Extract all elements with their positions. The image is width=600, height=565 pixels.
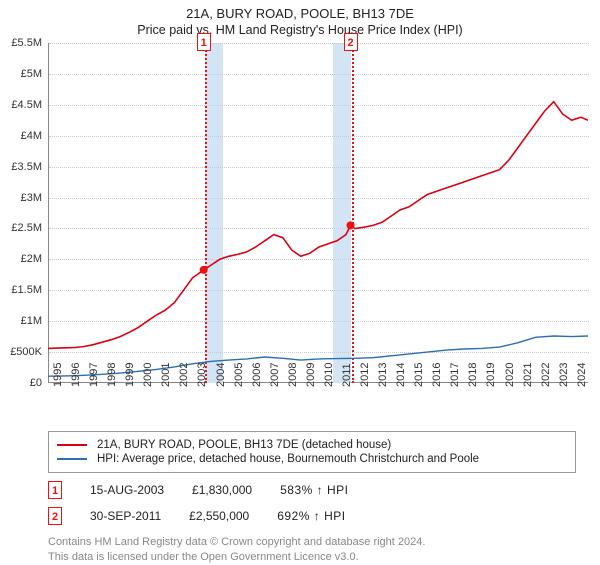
sale-entry-1: 1 15-AUG-2003 £1,830,000 583% ↑ HPI — [48, 481, 600, 499]
x-tick-label: 2007 — [269, 363, 281, 387]
plot-area: £0£500K£1M£1.5M£2M£2.5M£3M£3.5M£4M£4.5M£… — [48, 43, 588, 383]
footer-attribution: Contains HM Land Registry data © Crown c… — [48, 535, 600, 565]
chart-titles: 21A, BURY ROAD, POOLE, BH13 7DE Price pa… — [0, 0, 600, 37]
event-marker-box: 1 — [197, 33, 211, 51]
sale-dot — [347, 221, 355, 229]
x-tick-label: 2008 — [287, 363, 299, 387]
title-address: 21A, BURY ROAD, POOLE, BH13 7DE — [0, 6, 600, 21]
legend-label-property: 21A, BURY ROAD, POOLE, BH13 7DE (detache… — [97, 439, 391, 451]
x-tick-label: 2003 — [196, 363, 208, 387]
legend-label-hpi: HPI: Average price, detached house, Bour… — [97, 453, 479, 465]
sale-date-1: 15-AUG-2003 — [90, 483, 164, 497]
y-tick-label: £4.5M — [11, 99, 42, 111]
x-tick-label: 2018 — [467, 363, 479, 387]
x-tick-label: 2020 — [504, 363, 516, 387]
sale-hpi-1: 583% ↑ HPI — [280, 483, 348, 497]
x-tick-label: 1995 — [52, 363, 64, 387]
x-tick-label: 1997 — [88, 363, 100, 387]
sale-entry-2: 2 30-SEP-2011 £2,550,000 692% ↑ HPI — [48, 507, 600, 525]
y-tick-label: £4M — [21, 130, 42, 142]
x-tick-label: 2004 — [215, 363, 227, 387]
event-marker-box: 2 — [344, 33, 358, 51]
legend-box: 21A, BURY ROAD, POOLE, BH13 7DE (detache… — [48, 431, 576, 473]
legend-item-property: 21A, BURY ROAD, POOLE, BH13 7DE (detache… — [57, 438, 567, 452]
y-tick-label: £1M — [21, 315, 42, 327]
title-subtitle: Price paid vs. HM Land Registry's House … — [0, 23, 600, 37]
legend-swatch-property — [57, 444, 87, 446]
x-tick-label: 2011 — [341, 363, 353, 387]
sale-marker-2: 2 — [48, 507, 62, 525]
x-tick-label: 1999 — [124, 363, 136, 387]
y-tick-label: £5.5M — [11, 37, 42, 49]
y-tick-label: £3.5M — [11, 161, 42, 173]
x-tick-label: 2001 — [160, 363, 172, 387]
series-lines — [48, 43, 588, 383]
x-tick-label: 2014 — [395, 363, 407, 387]
x-tick-label: 1996 — [70, 363, 82, 387]
y-tick-label: £3M — [21, 192, 42, 204]
footer-line2: This data is licensed under the Open Gov… — [48, 550, 600, 565]
x-tick-label: 2009 — [305, 363, 317, 387]
y-tick-label: £0 — [30, 377, 42, 389]
x-tick-label: 2000 — [142, 363, 154, 387]
sale-marker-1: 1 — [48, 481, 62, 499]
x-tick-label: 2010 — [323, 363, 335, 387]
y-tick-label: £2M — [21, 253, 42, 265]
x-tick-label: 2017 — [449, 363, 461, 387]
legend-item-hpi: HPI: Average price, detached house, Bour… — [57, 452, 567, 466]
x-tick-label: 2006 — [251, 363, 263, 387]
y-tick-label: £500K — [10, 346, 42, 358]
x-tick-label: 2019 — [485, 363, 497, 387]
x-tick-label: 2016 — [431, 363, 443, 387]
x-tick-label: 2015 — [413, 363, 425, 387]
x-tick-label: 2012 — [359, 363, 371, 387]
x-tick-label: 1998 — [106, 363, 118, 387]
y-tick-label: £1.5M — [11, 284, 42, 296]
chart-container: 21A, BURY ROAD, POOLE, BH13 7DE Price pa… — [0, 0, 600, 565]
x-tick-label: 2002 — [178, 363, 190, 387]
x-tick-label: 2005 — [233, 363, 245, 387]
series-property — [48, 102, 588, 349]
x-tick-label: 2021 — [522, 363, 534, 387]
legend-swatch-hpi — [57, 458, 87, 460]
sale-dot — [200, 266, 208, 274]
sale-price-2: £2,550,000 — [189, 509, 249, 523]
x-tick-label: 2013 — [377, 363, 389, 387]
x-tick-label: 2023 — [558, 363, 570, 387]
x-tick-label: 2024 — [576, 363, 588, 387]
sale-date-2: 30-SEP-2011 — [90, 509, 161, 523]
y-tick-label: £2.5M — [11, 222, 42, 234]
footer-line1: Contains HM Land Registry data © Crown c… — [48, 535, 600, 550]
sale-price-1: £1,830,000 — [192, 483, 252, 497]
y-tick-label: £5M — [21, 68, 42, 80]
x-tick-label: 2022 — [540, 363, 552, 387]
sale-hpi-2: 692% ↑ HPI — [277, 509, 345, 523]
